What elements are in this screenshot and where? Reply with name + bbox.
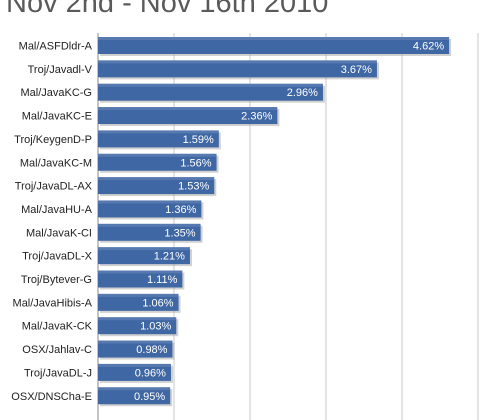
value-label: 1.59% xyxy=(183,134,214,146)
value-label: 3.67% xyxy=(341,64,372,76)
bar xyxy=(98,363,171,381)
bar-highlight xyxy=(98,200,202,204)
value-label: 0.95% xyxy=(134,391,165,403)
category-label: Mal/JavaKC-M xyxy=(20,157,92,169)
bar-highlight xyxy=(98,37,450,40)
category-label: Troj/JavaDL-J xyxy=(24,367,92,379)
bar xyxy=(98,247,190,265)
value-label: 1.36% xyxy=(165,204,196,216)
bar xyxy=(98,293,179,311)
value-label: 4.62% xyxy=(413,41,444,53)
category-label: Troj/Javadl-V xyxy=(28,64,93,76)
category-label: Mal/JavaK-CK xyxy=(22,321,93,333)
category-label: OSX/Jahlav-C xyxy=(22,344,92,356)
value-label: 2.96% xyxy=(287,87,318,99)
bar-highlight xyxy=(98,247,190,251)
bar xyxy=(98,387,171,405)
category-label: Mal/JavaK-CI xyxy=(26,227,92,239)
bar xyxy=(98,60,377,78)
bar-highlight xyxy=(98,177,215,181)
bar-highlight xyxy=(98,270,183,274)
bar-highlight xyxy=(98,130,219,134)
value-label: 1.06% xyxy=(142,297,173,309)
bar-highlight xyxy=(98,60,377,64)
value-label: 0.96% xyxy=(135,367,166,379)
category-label: Mal/ASFDldr-A xyxy=(19,41,93,53)
value-label: 1.03% xyxy=(140,321,171,333)
category-label: Mal/JavaHU-A xyxy=(21,204,93,216)
bar-highlight xyxy=(98,223,201,227)
bar-highlight xyxy=(98,153,217,157)
bar-highlight xyxy=(98,83,323,87)
category-label: Troj/JavaDL-X xyxy=(22,251,93,263)
bar-highlight xyxy=(98,293,179,297)
category-label: Troj/JavaDL-AX xyxy=(15,181,93,193)
bar-highlight xyxy=(98,387,171,391)
category-label: Troj/KeygenD-P xyxy=(14,134,92,146)
value-label: 1.21% xyxy=(154,251,185,263)
category-label: Mal/JavaHibis-A xyxy=(13,297,93,309)
category-label: Mal/JavaKC-G xyxy=(20,87,92,99)
value-label: 1.56% xyxy=(180,157,211,169)
value-label: 0.98% xyxy=(136,344,167,356)
category-label: OSX/DNSCha-E xyxy=(11,391,92,403)
bar xyxy=(98,340,173,358)
bar xyxy=(98,270,183,288)
bar xyxy=(98,223,201,241)
bar xyxy=(98,153,217,171)
bar xyxy=(98,200,202,218)
value-label: 1.35% xyxy=(164,227,195,239)
category-label: Troj/Bytever-G xyxy=(21,274,92,286)
category-label: Mal/JavaKC-E xyxy=(22,111,92,123)
bar xyxy=(98,37,450,54)
bar-highlight xyxy=(98,363,171,367)
bar xyxy=(98,177,215,195)
chart-title: Nov 2nd - Nov 16th 2010 xyxy=(6,0,329,19)
value-label: 2.36% xyxy=(241,111,272,123)
bar-highlight xyxy=(98,340,173,344)
bar xyxy=(98,130,219,148)
bar xyxy=(98,317,177,335)
bar-highlight xyxy=(98,107,278,111)
value-label: 1.53% xyxy=(178,181,209,193)
bar xyxy=(98,107,278,125)
value-label: 1.11% xyxy=(147,274,178,286)
bar xyxy=(98,83,323,101)
bar-highlight xyxy=(98,317,177,321)
